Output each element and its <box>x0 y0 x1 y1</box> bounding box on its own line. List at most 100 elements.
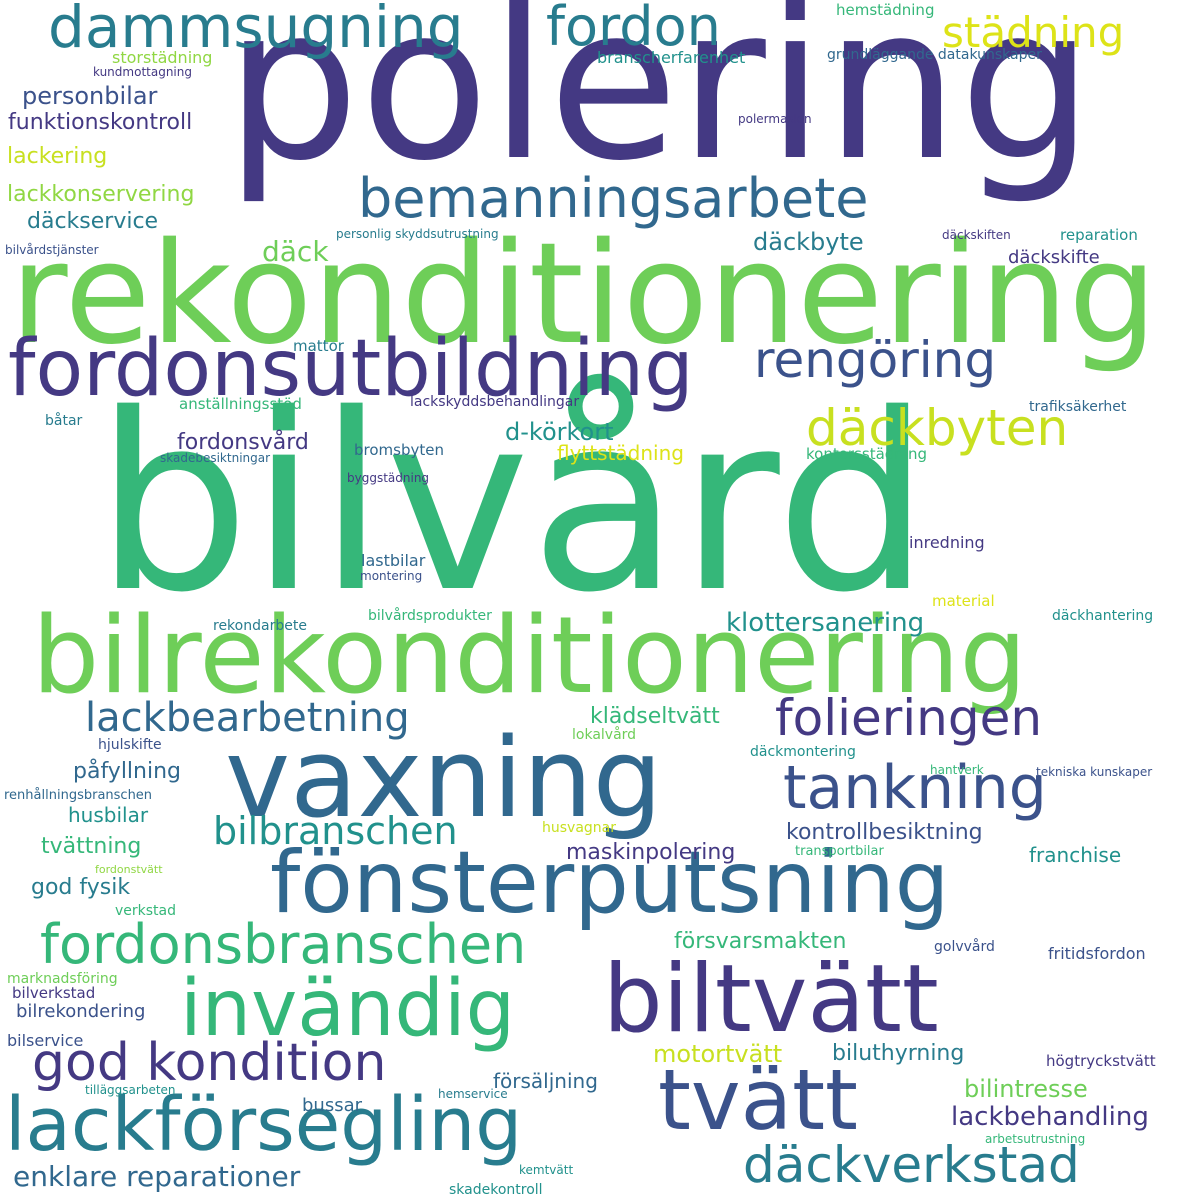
word: däckmontering <box>750 744 856 760</box>
word: fritidsfordon <box>1048 944 1146 963</box>
word: storstädning <box>112 48 213 67</box>
word: fordonsbranschen <box>40 913 527 976</box>
word: god kondition <box>32 1033 387 1093</box>
word: bilservice <box>7 1031 84 1050</box>
word: däckhantering <box>1052 608 1154 624</box>
word: rekondarbete <box>213 618 307 634</box>
word: däckbyten <box>806 399 1069 457</box>
word: personbilar <box>22 82 158 110</box>
word: franchise <box>1029 843 1122 867</box>
word: funktionskontroll <box>8 110 193 135</box>
word: lokalvård <box>572 727 637 743</box>
word: klädseltvätt <box>590 704 720 729</box>
word: god fysik <box>31 875 131 900</box>
word: polermaskin <box>738 112 812 126</box>
word: försvarsmakten <box>674 929 847 954</box>
word: tankning <box>783 753 1047 823</box>
word: arbetsutrustning <box>985 1132 1086 1146</box>
word: fordon <box>546 0 721 58</box>
word: däckverkstad <box>743 1136 1080 1194</box>
word: däck <box>262 235 329 268</box>
word: hemservice <box>438 1087 508 1101</box>
word: renhållningsbranschen <box>4 788 153 803</box>
word: dammsugning <box>48 0 464 61</box>
word: rengöring <box>754 331 997 389</box>
word: transportbilar <box>795 844 884 859</box>
word: skadebesiktningar <box>160 451 271 465</box>
word: branscherfarenhet <box>597 48 746 67</box>
word: bilbranschen <box>213 809 458 853</box>
word: tilläggsarbeten <box>85 1083 176 1097</box>
word: lackering <box>7 144 108 169</box>
word: båtar <box>45 413 83 429</box>
word: högtryckstvätt <box>1046 1052 1156 1070</box>
word: reparation <box>1060 226 1138 244</box>
word: polering <box>225 0 1094 207</box>
word: bilvård <box>95 362 931 646</box>
word: marknadsföring <box>7 971 118 987</box>
word: mattor <box>293 337 344 355</box>
word: bussar <box>302 1095 363 1116</box>
word: lackbearbetning <box>85 695 410 741</box>
word: fordonsvård <box>177 430 309 455</box>
word: d-körkort <box>505 418 614 446</box>
word: städning <box>942 8 1125 57</box>
word: personlig skyddsutrustning <box>336 227 499 241</box>
word: material <box>932 592 995 610</box>
word: grundläggande datakunskaper <box>827 47 1042 63</box>
word: skadekontroll <box>449 1182 543 1198</box>
word: lackbehandling <box>951 1102 1149 1132</box>
word: enklare reparationer <box>13 1160 301 1193</box>
word: hantverk <box>930 763 984 777</box>
word: verkstad <box>115 903 177 919</box>
word: fordonstvätt <box>95 863 163 876</box>
word: försäljning <box>493 1069 598 1093</box>
word: bromsbyten <box>354 441 444 459</box>
word: bilrekonditionering <box>32 594 1027 717</box>
word: tvätt <box>658 1051 858 1149</box>
word: lackkonservering <box>7 182 195 207</box>
word: biltvätt <box>603 945 939 1054</box>
word: tekniska kunskaper <box>1036 765 1153 779</box>
word: lackskyddsbehandlingar <box>410 394 580 410</box>
word: påfyllning <box>73 759 182 784</box>
word: maskinpolering <box>566 840 736 865</box>
word: lastbilar <box>361 551 426 570</box>
word: bilrekondering <box>16 1001 146 1022</box>
word: bilintresse <box>964 1075 1088 1103</box>
word: rekonditionering <box>10 213 1158 376</box>
word: lackförsegling <box>5 1082 523 1168</box>
word: anställningsstöd <box>179 395 302 413</box>
word: bilverkstad <box>12 984 96 1002</box>
word: kemtvätt <box>519 1163 574 1177</box>
word: kontrollbesiktning <box>786 820 983 845</box>
word: däckskifte <box>1008 247 1100 268</box>
word: kontorsstädning <box>806 445 927 463</box>
word: hemstädning <box>836 1 935 19</box>
word: motortvätt <box>653 1040 783 1068</box>
word: fordonsutbildning <box>8 324 694 414</box>
word: montering <box>360 569 423 583</box>
word: invändig <box>180 964 516 1054</box>
word: biluthyrning <box>832 1041 965 1066</box>
word: däckskiften <box>942 228 1011 242</box>
word: däckservice <box>27 209 159 234</box>
word: hjulskifte <box>98 737 162 753</box>
word: bemanningsarbete <box>358 167 869 230</box>
word: husvagnar <box>542 820 616 836</box>
word: kundmottagning <box>93 65 192 79</box>
word: bilvårdsprodukter <box>368 608 492 624</box>
word: däckbyte <box>753 228 864 256</box>
word: inredning <box>909 533 985 552</box>
word: tvättning <box>41 834 142 859</box>
word: flyttstädning <box>557 441 684 465</box>
word: bilvårdstjänster <box>5 243 99 257</box>
word: folieringen <box>775 689 1043 747</box>
word: byggstädning <box>347 471 430 485</box>
word: trafiksäkerhet <box>1029 399 1127 415</box>
word: husbilar <box>68 803 149 827</box>
word: klottersanering <box>726 608 925 638</box>
word: vaxning <box>225 714 663 842</box>
word: golvvård <box>934 939 995 955</box>
